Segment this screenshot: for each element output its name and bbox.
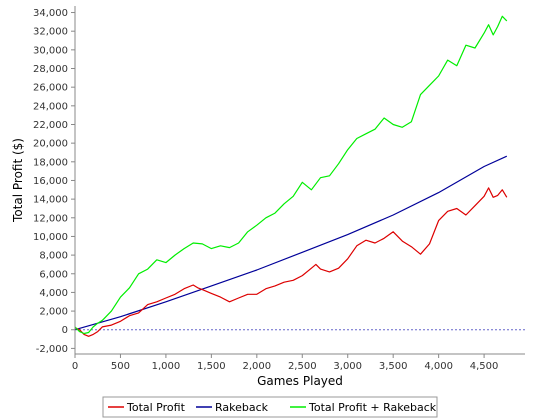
y-tick-label: 8,000 <box>39 251 68 262</box>
x-tick-label: 1,000 <box>152 361 181 372</box>
x-tick-label: 500 <box>111 361 130 372</box>
y-tick-label: -2,000 <box>36 344 68 355</box>
legend-label: Total Profit <box>126 401 186 414</box>
x-axis-title: Games Played <box>257 374 343 388</box>
y-axis: -2,000 0 2,000 4,000 6,000 8,000 10,000 12,000 1… <box>33 6 76 355</box>
y-tick-label: 16,000 <box>33 176 68 187</box>
legend-label: Total Profit + Rakeback <box>308 401 437 414</box>
x-tick-label: 4,000 <box>424 361 453 372</box>
y-tick-label: 2,000 <box>39 307 68 318</box>
y-tick-label: 20,000 <box>33 139 68 150</box>
x-tick-label: 3,500 <box>379 361 408 372</box>
y-tick-label: 14,000 <box>33 195 68 206</box>
legend-label: Rakeback <box>215 401 269 414</box>
series-line-total-profit <box>74 187 508 337</box>
y-tick-label: 12,000 <box>33 213 68 224</box>
y-tick-label: 10,000 <box>33 232 68 243</box>
series-line-rakeback <box>74 155 508 331</box>
legend: Total Profit Rakeback Total Profit + Rakeb… <box>102 396 438 418</box>
plot-background <box>75 6 525 354</box>
series-line-total-profit-rakeback <box>74 15 508 335</box>
y-tick-label: 0 <box>62 325 68 336</box>
x-tick-label: 0 <box>72 361 78 372</box>
y-tick-label: 34,000 <box>33 8 68 19</box>
legend-box <box>102 396 438 418</box>
x-tick-label: 2,000 <box>242 361 271 372</box>
y-tick-label: 24,000 <box>33 101 68 112</box>
x-tick-label: 3,000 <box>333 361 362 372</box>
x-tick-label: 2,500 <box>288 361 317 372</box>
y-tick-label: 18,000 <box>33 157 68 168</box>
series-group <box>74 15 508 337</box>
y-axis-title: Total Profit ($) <box>11 138 25 223</box>
y-tick-label: 28,000 <box>33 64 68 75</box>
y-tick-label: 22,000 <box>33 120 68 131</box>
y-tick-label: 32,000 <box>33 27 68 38</box>
x-tick-label: 4,500 <box>470 361 499 372</box>
x-axis: 0 500 1,000 1,500 2,000 2,500 3,000 3,500 4,000 4… <box>72 353 525 372</box>
y-tick-label: 6,000 <box>39 269 68 280</box>
y-tick-label: 26,000 <box>33 83 68 94</box>
y-tick-label: 4,000 <box>39 288 68 299</box>
x-tick-label: 1,500 <box>197 361 226 372</box>
y-tick-label: 30,000 <box>33 45 68 56</box>
